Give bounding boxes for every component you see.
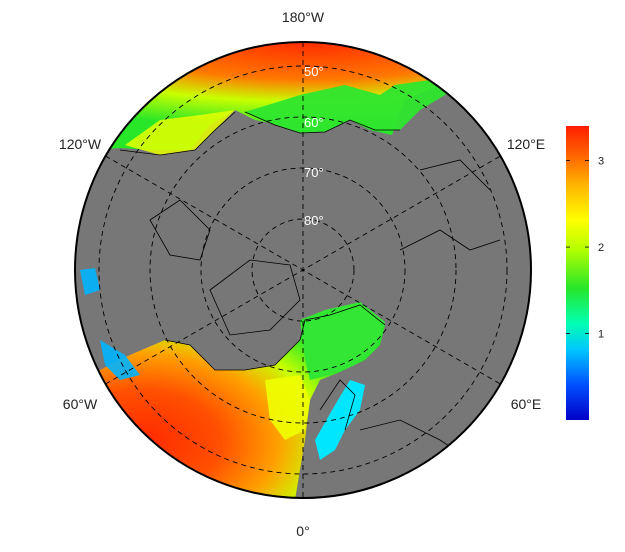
colorbar-tick-label: 1 <box>598 329 604 341</box>
graticule <box>98 42 508 498</box>
lon-label-120w: 120°W <box>59 136 102 152</box>
west-blue <box>80 268 100 295</box>
colorbar-ramp <box>566 126 589 420</box>
lat-label-70: 70° <box>304 165 324 180</box>
aleutian-yellow <box>125 110 235 155</box>
globe-outline <box>74 41 532 499</box>
lat-label-80: 80° <box>304 213 324 228</box>
lon-label-60e: 60°E <box>511 396 542 412</box>
barents-green <box>300 302 385 380</box>
lat-label-60: 60° <box>304 115 324 130</box>
colorbar-tick-label: 2 <box>598 242 604 254</box>
colorbar-ticks: 1 2 3 <box>566 156 604 341</box>
norwegian-sea-yellow <box>265 375 310 440</box>
lon-label-180w: 180°W <box>282 9 325 25</box>
lon-label-120e: 120°E <box>507 136 545 152</box>
bering-green <box>245 80 450 133</box>
lon-label-60w: 60°W <box>63 396 98 412</box>
lat-label-50: 50° <box>304 64 324 79</box>
lon-label-0: 0° <box>296 523 309 539</box>
colorbar: 1 2 3 <box>566 126 604 420</box>
baltic-cyan <box>315 380 365 460</box>
globe <box>75 42 531 498</box>
colorbar-tick-label: 3 <box>598 156 604 168</box>
